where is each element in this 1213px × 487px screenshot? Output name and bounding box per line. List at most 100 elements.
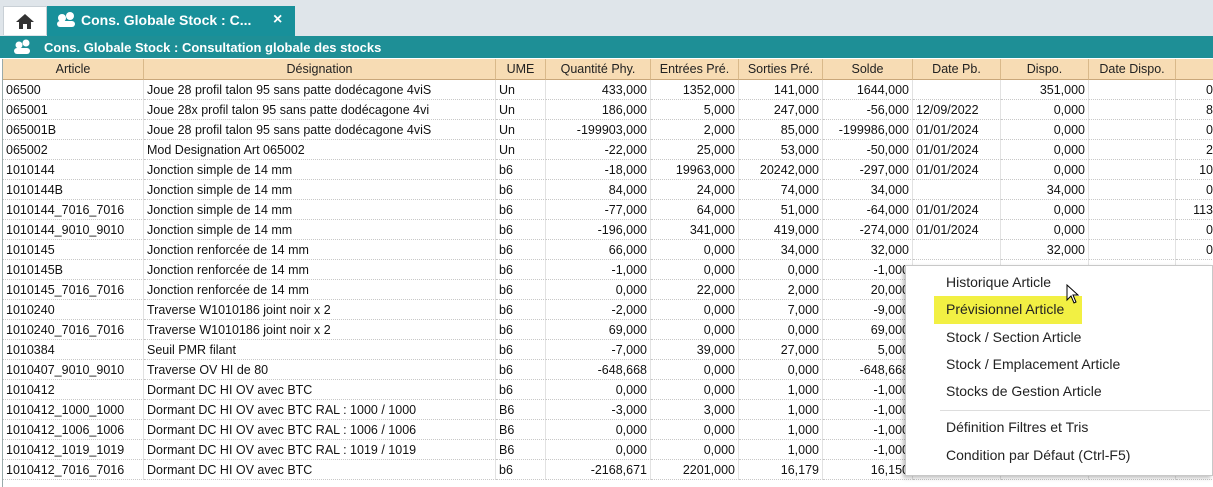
cell[interactable]: -50,000	[823, 140, 913, 160]
column-header[interactable]: Article	[3, 59, 144, 80]
cell[interactable]: b6	[496, 360, 546, 380]
cell[interactable]: b6	[496, 380, 546, 400]
column-header[interactable]: Date Pb.	[913, 59, 1001, 80]
cell[interactable]: Joue 28x profil talon 95 sans patte dodé…	[144, 100, 496, 120]
cell[interactable]: 065001B	[3, 120, 144, 140]
cell[interactable]: Jonction simple de 14 mm	[144, 200, 496, 220]
menu-item[interactable]: Historique Article	[946, 274, 1052, 290]
cell[interactable]: 0,000	[651, 420, 739, 440]
cell[interactable]: 16,179	[739, 460, 823, 480]
cell[interactable]: 186,000	[546, 100, 651, 120]
cell[interactable]: Dormant DC HI OV avec BTC	[144, 460, 496, 480]
cell[interactable]: b6	[496, 320, 546, 340]
cell[interactable]: B6	[496, 400, 546, 420]
cell[interactable]: 3,000	[651, 400, 739, 420]
cell[interactable]	[1176, 460, 1213, 480]
cell[interactable]	[1089, 140, 1176, 160]
cell[interactable]: Jonction simple de 14 mm	[144, 160, 496, 180]
cell[interactable]: Jonction renforcée de 14 mm	[144, 240, 496, 260]
column-header[interactable]: Pl	[1176, 59, 1213, 80]
cell[interactable]: b6	[496, 340, 546, 360]
cell[interactable]: 1010240	[3, 300, 144, 320]
cell[interactable]: 69,000	[823, 320, 913, 340]
cell[interactable]: b6	[496, 240, 546, 260]
menu-item[interactable]: Stocks de Gestion Article	[946, 383, 1102, 399]
cell[interactable]: 1010145	[3, 240, 144, 260]
cell[interactable]: 0,000	[1001, 160, 1089, 180]
cell[interactable]: 01/01/2024	[913, 200, 1001, 220]
cell[interactable]: 113	[1176, 200, 1213, 220]
cell[interactable]: -297,000	[823, 160, 913, 180]
menu-item[interactable]: Stock / Emplacement Article	[946, 356, 1121, 372]
cell[interactable]: 1010407_9010_9010	[3, 360, 144, 380]
cell[interactable]: 433,000	[546, 80, 651, 100]
cell[interactable]: 1,000	[739, 400, 823, 420]
cell[interactable]: Jonction simple de 14 mm	[144, 220, 496, 240]
cell[interactable]: 1,000	[739, 420, 823, 440]
cell[interactable]: Dormant DC HI OV avec BTC	[144, 380, 496, 400]
cell[interactable]: 7,000	[739, 300, 823, 320]
cell[interactable]: -77,000	[546, 200, 651, 220]
cell[interactable]: 22,000	[651, 280, 739, 300]
cell[interactable]: Jonction simple de 14 mm	[144, 180, 496, 200]
cell[interactable]: 24,000	[651, 180, 739, 200]
tab-close[interactable]: ×	[273, 11, 283, 28]
cell[interactable]: 0,000	[651, 360, 739, 380]
cell[interactable]: 20242,000	[739, 160, 823, 180]
cell[interactable]: Mod Designation Art 065002	[144, 140, 496, 160]
cell[interactable]: 0,000	[651, 240, 739, 260]
cell[interactable]: 0,000	[1001, 120, 1089, 140]
cell[interactable]: 16,150	[823, 460, 913, 480]
cell[interactable]: 1352,000	[651, 80, 739, 100]
cell[interactable]: -1,000	[823, 380, 913, 400]
column-header[interactable]: Entrées Pré.	[651, 59, 739, 80]
cell[interactable]: -648,668	[546, 360, 651, 380]
cell[interactable]: 419,000	[739, 220, 823, 240]
cell[interactable]: Joue 28 profil talon 95 sans patte dodéc…	[144, 120, 496, 140]
cell[interactable]: Dormant DC HI OV avec BTC RAL : 1006 / 1…	[144, 420, 496, 440]
cell[interactable]: 0,000	[1001, 200, 1089, 220]
cell[interactable]: 0,000	[739, 260, 823, 280]
cell[interactable]: 5,000	[823, 340, 913, 360]
cell[interactable]: Un	[496, 120, 546, 140]
menu-item[interactable]: Condition par Défaut (Ctrl-F5)	[946, 447, 1131, 463]
cell[interactable]: 01/01/2024	[913, 160, 1001, 180]
column-header[interactable]: Désignation	[144, 59, 496, 80]
cell[interactable]	[913, 80, 1001, 100]
cell[interactable]: 2	[1176, 140, 1213, 160]
cell[interactable]: 1010144_9010_9010	[3, 220, 144, 240]
cell[interactable]: 1,000	[739, 440, 823, 460]
cell[interactable]: -1,000	[823, 420, 913, 440]
cell[interactable]: 2,000	[651, 120, 739, 140]
cell[interactable]: -7,000	[546, 340, 651, 360]
cell[interactable]: 06500	[3, 80, 144, 100]
cell[interactable]: 34,000	[823, 180, 913, 200]
cell[interactable]: 0	[1176, 240, 1213, 260]
cell[interactable]: 0,000	[1001, 220, 1089, 240]
cell[interactable]: Dormant DC HI OV avec BTC RAL : 1019 / 1…	[144, 440, 496, 460]
cell[interactable]: 66,000	[546, 240, 651, 260]
cell[interactable]: b6	[496, 280, 546, 300]
cell[interactable]: -2168,671	[546, 460, 651, 480]
cell[interactable]: -1,000	[546, 260, 651, 280]
cell[interactable]: Traverse W1010186 joint noir x 2	[144, 300, 496, 320]
cell[interactable]: 20,000	[823, 280, 913, 300]
cell[interactable]: 0	[1176, 120, 1213, 140]
home-tab[interactable]	[3, 6, 47, 35]
cell[interactable]: 53,000	[739, 140, 823, 160]
cell[interactable]: Joue 28 profil talon 95 sans patte dodéc…	[144, 80, 496, 100]
cell[interactable]: 0,000	[651, 260, 739, 280]
cell[interactable]: -274,000	[823, 220, 913, 240]
cell[interactable]: 1010144B	[3, 180, 144, 200]
cell[interactable]: 27,000	[739, 340, 823, 360]
cell[interactable]: b6	[496, 460, 546, 480]
cell[interactable]: b6	[496, 200, 546, 220]
cell[interactable]: Un	[496, 100, 546, 120]
cell[interactable]: 2,000	[739, 280, 823, 300]
cell[interactable]: 0,000	[1001, 140, 1089, 160]
column-header[interactable]: Quantité Phy.	[546, 59, 651, 80]
column-header[interactable]: UME	[496, 59, 546, 80]
column-header[interactable]: Date Dispo.	[1089, 59, 1176, 80]
column-header[interactable]: Sorties Pré.	[739, 59, 823, 80]
cell[interactable]: -64,000	[823, 200, 913, 220]
